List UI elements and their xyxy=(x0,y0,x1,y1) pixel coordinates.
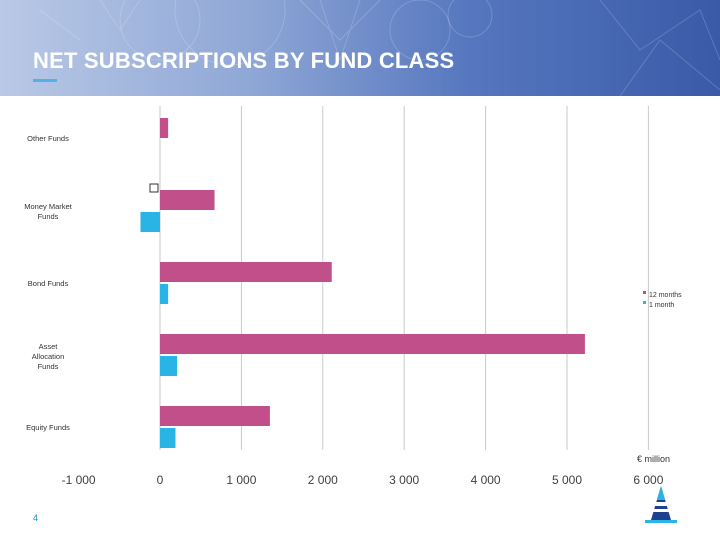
bar-12-months xyxy=(160,334,585,354)
bar-1-month xyxy=(160,356,178,376)
page-title: NET SUBSCRIPTIONS BY FUND CLASS xyxy=(33,48,455,73)
bar-12-months xyxy=(160,190,215,210)
x-tick-label: -1 000 xyxy=(62,473,96,487)
category-label: Bond Funds xyxy=(28,279,69,288)
unit-label: € million xyxy=(637,454,670,464)
logo-icon xyxy=(645,486,677,523)
header-decoration xyxy=(39,0,720,96)
bar-1-month xyxy=(140,212,160,232)
bar-12-months xyxy=(160,406,270,426)
legend-swatch xyxy=(643,291,646,294)
x-tick-label: 0 xyxy=(157,473,164,487)
category-label: Asset xyxy=(39,342,59,351)
x-tick-label: 1 000 xyxy=(226,473,256,487)
category-label: Funds xyxy=(38,362,59,371)
category-label: Funds xyxy=(38,212,59,221)
x-tick-label: 5 000 xyxy=(552,473,582,487)
legend-label: 12 months xyxy=(649,292,682,299)
category-label: Allocation xyxy=(32,352,65,361)
bar-1-month xyxy=(160,284,169,304)
legend-label: 1 month xyxy=(649,302,674,309)
title-accent-bar xyxy=(33,79,57,82)
x-tick-label: 3 000 xyxy=(389,473,419,487)
bar-1-month xyxy=(160,428,176,448)
category-label: Other Funds xyxy=(27,134,69,143)
x-tick-label: 2 000 xyxy=(308,473,338,487)
header-banner: NET SUBSCRIPTIONS BY FUND CLASS xyxy=(0,0,720,96)
bar-12-months xyxy=(160,118,169,138)
legend-swatch xyxy=(643,301,646,304)
x-tick-label: 6 000 xyxy=(633,473,663,487)
square-marker-icon xyxy=(149,183,159,193)
page-number: 4 xyxy=(33,513,39,523)
bar-12-months xyxy=(160,262,332,282)
category-label: Equity Funds xyxy=(26,423,70,432)
x-tick-label: 4 000 xyxy=(471,473,501,487)
category-label: Money Market xyxy=(24,202,72,211)
